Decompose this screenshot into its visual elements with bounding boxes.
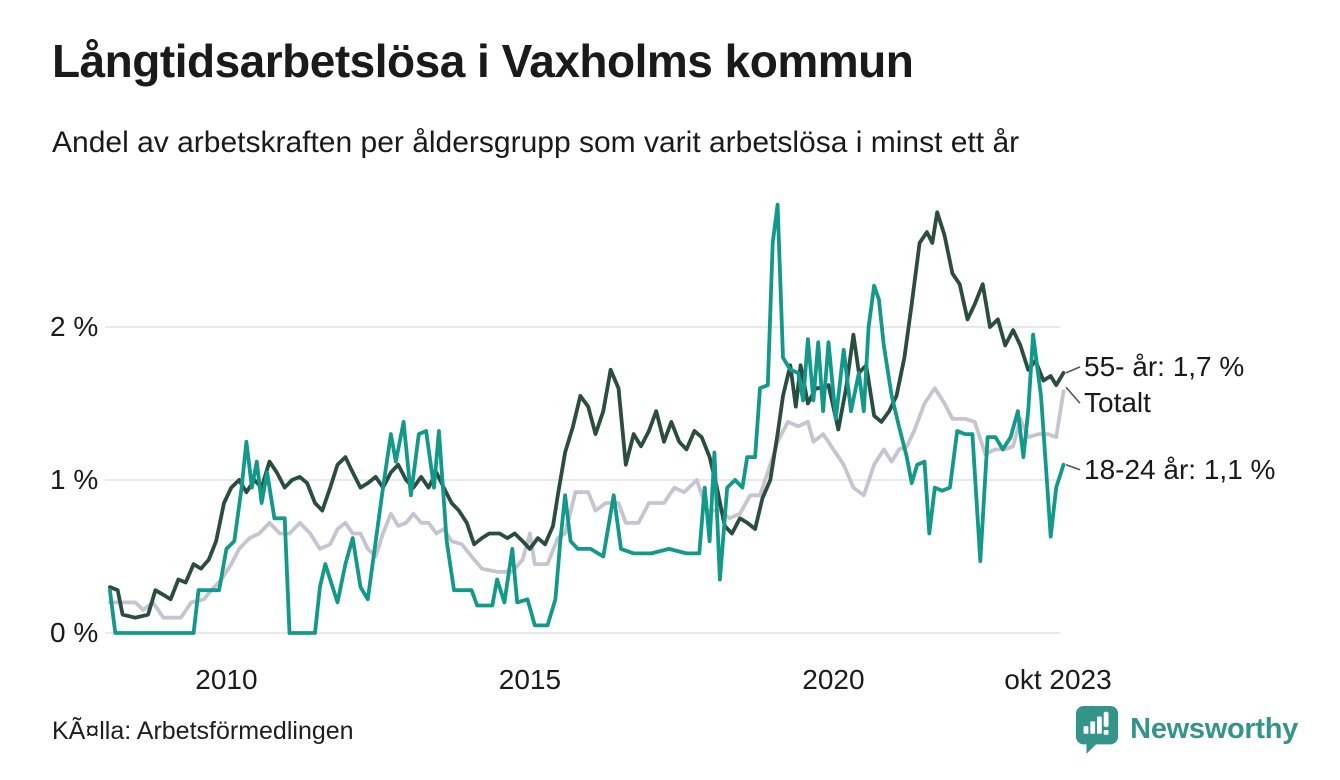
y-tick-label: 1 %	[50, 464, 99, 495]
series-line-totalt	[108, 386, 1066, 620]
series-label-connector-55-ar	[1065, 366, 1081, 374]
series-label-connector-18-24-ar	[1065, 463, 1081, 471]
x-tick-label: 2015	[498, 664, 562, 695]
newsworthy-logo: Newsworthy	[1074, 704, 1298, 754]
series-end-label-totalt: Totalt	[1084, 387, 1151, 419]
y-tick-label: 2 %	[50, 311, 99, 342]
x-tick-label: 2020	[802, 664, 865, 695]
y-tick-label: 0 %	[50, 617, 99, 648]
chart-title: Långtidsarbetslösa i Vaxholms kommun	[52, 35, 914, 87]
newsworthy-logo-text: Newsworthy	[1130, 712, 1298, 745]
x-tick-label: 2010	[195, 664, 258, 695]
chart-subtitle: Andel av arbetskraften per åldersgrupp s…	[52, 126, 1020, 159]
newsworthy-logo-icon	[1076, 706, 1119, 754]
series-end-label-18-24-ar: 18-24 år: 1,1 %	[1084, 453, 1276, 485]
source-note: KÃ¤lla: Arbetsförmedlingen	[52, 717, 354, 745]
series-line-18-24-ar	[108, 202, 1066, 635]
series-line-55-ar	[108, 210, 1066, 620]
series-label-connector-totalt	[1065, 386, 1081, 404]
series-end-label-55-ar: 55- år: 1,7 %	[1084, 350, 1245, 382]
x-tick-label: okt 2023	[1004, 664, 1112, 695]
